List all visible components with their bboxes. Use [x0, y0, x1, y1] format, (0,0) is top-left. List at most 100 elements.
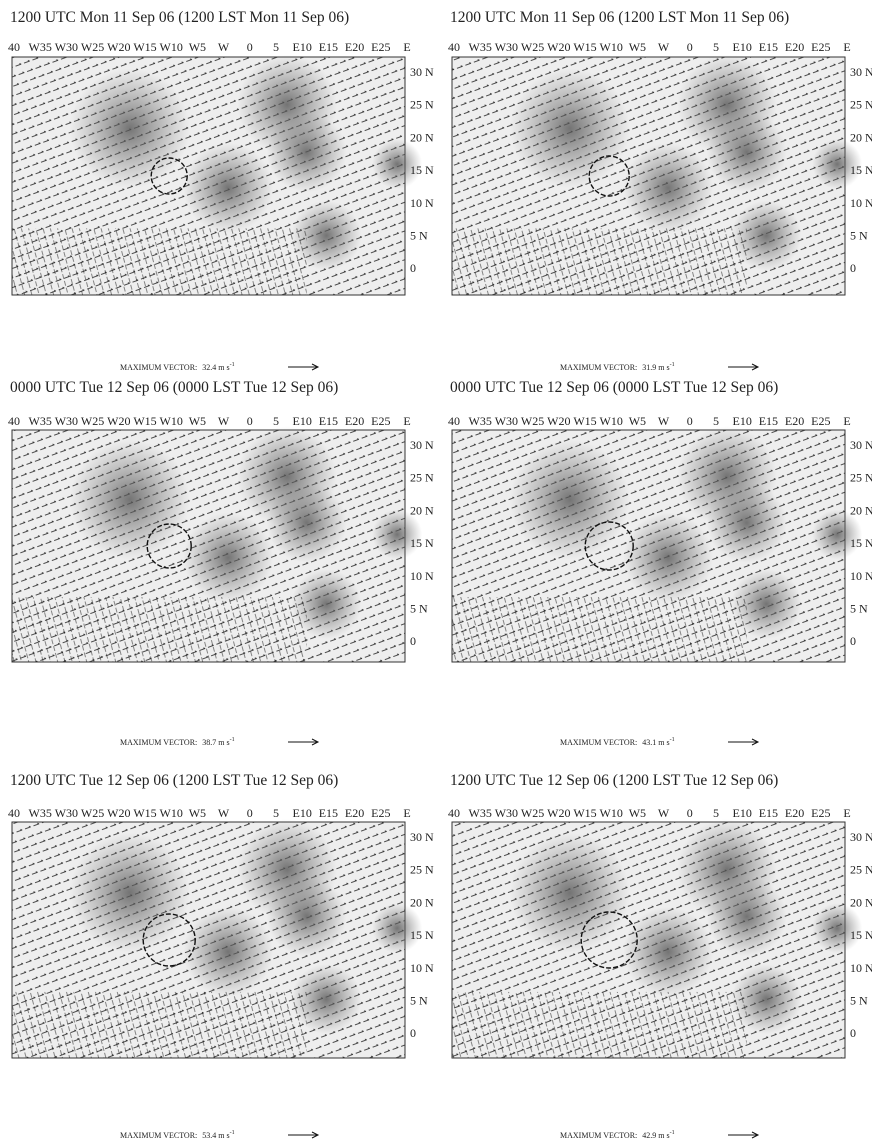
lon-label: E25	[811, 414, 830, 428]
lat-label: 10 N	[410, 196, 434, 210]
panel-title: 1200 UTC Mon 11 Sep 06 (1200 LST Mon 11 …	[450, 9, 789, 26]
max-vector: MAXIMUM VECTOR: 38.7 m s-1	[120, 737, 235, 747]
lon-label: W20	[107, 806, 130, 820]
shade	[731, 200, 802, 271]
arrow-head	[751, 738, 760, 746]
arrow-head	[751, 1131, 760, 1139]
arrow-head	[311, 1131, 320, 1139]
lon-label: W35	[469, 40, 492, 54]
lon-label: W	[658, 414, 670, 428]
shade	[731, 964, 802, 1034]
lat-label: 30 N	[410, 830, 434, 844]
lon-label: E15	[759, 414, 778, 428]
lon-label: W	[218, 414, 230, 428]
lat-label: 0	[850, 1026, 856, 1040]
vortex	[580, 911, 638, 969]
lon-label: W5	[629, 806, 646, 820]
shade	[69, 832, 190, 953]
lon-label: W	[658, 806, 670, 820]
lon-label: E10	[293, 40, 312, 54]
lon-label: 5	[713, 414, 719, 428]
lon-label: E20	[785, 414, 804, 428]
southern-flow	[452, 597, 747, 662]
lon-label: W30	[55, 40, 78, 54]
lat-label: 25 N	[850, 98, 872, 112]
lon-label: E20	[785, 40, 804, 54]
lon-label: W5	[189, 414, 206, 428]
shade	[266, 876, 347, 957]
max-vector-value: 42.9 m s	[642, 1131, 669, 1140]
panel-title: 1200 UTC Tue 12 Sep 06 (1200 LST Tue 12 …	[450, 772, 778, 789]
lon-label: 5	[713, 806, 719, 820]
lon-label: W15	[133, 806, 156, 820]
shade	[291, 569, 362, 639]
lon-label: 40	[448, 414, 460, 428]
lon-label: W30	[55, 414, 78, 428]
shade	[812, 903, 863, 954]
max-vector-label: MAXIMUM VECTOR:	[560, 1131, 637, 1140]
lat-label: 15 N	[850, 928, 872, 942]
panel-title: 1200 UTC Mon 11 Sep 06 (1200 LST Mon 11 …	[10, 9, 349, 26]
vortex	[142, 913, 196, 967]
lat-label: 30 N	[850, 438, 872, 452]
lon-label: W10	[600, 40, 623, 54]
lat-label: 5 N	[410, 602, 428, 616]
lon-label: 0	[247, 414, 253, 428]
shade	[372, 139, 423, 190]
lat-label: 30 N	[410, 438, 434, 452]
lat-label: 25 N	[410, 471, 434, 485]
lon-label: W	[218, 806, 230, 820]
arrow-head	[751, 363, 760, 371]
panel: 1200 UTC Mon 11 Sep 06 (1200 LST Mon 11 …	[8, 9, 434, 372]
lat-label: 30 N	[850, 830, 872, 844]
shade	[509, 832, 630, 953]
lat-label: 25 N	[850, 863, 872, 877]
max-vector-value: 43.1 m s	[642, 738, 669, 747]
max-vector: MAXIMUM VECTOR: 32.4 m s-1	[120, 362, 235, 372]
lon-label: 0	[687, 40, 693, 54]
shade	[623, 512, 714, 603]
shade	[731, 569, 802, 639]
lon-label: E15	[319, 806, 338, 820]
lon-label: W25	[81, 806, 104, 820]
lon-label: E	[403, 414, 410, 428]
lon-label: W15	[573, 40, 596, 54]
lon-label: W15	[133, 40, 156, 54]
lat-label: 20 N	[850, 503, 872, 517]
lat-label: 15 N	[410, 928, 434, 942]
lon-label: W25	[81, 414, 104, 428]
max-vector-exponent: -1	[670, 1130, 675, 1136]
lon-label: W10	[160, 40, 183, 54]
lon-label: W30	[495, 414, 518, 428]
lat-label: 10 N	[850, 196, 872, 210]
lon-label: W	[218, 40, 230, 54]
panel: 1200 UTC Tue 12 Sep 06 (1200 LST Tue 12 …	[8, 772, 434, 1140]
lat-label: 0	[850, 634, 856, 648]
lat-label: 10 N	[410, 961, 434, 975]
shade	[372, 903, 423, 954]
max-vector-label: MAXIMUM VECTOR:	[560, 738, 637, 747]
lat-label: 15 N	[410, 163, 434, 177]
lon-label: E20	[345, 806, 364, 820]
lat-label: 5 N	[410, 994, 428, 1008]
shade	[266, 482, 347, 563]
lat-label: 25 N	[410, 863, 434, 877]
lat-label: 15 N	[410, 536, 434, 550]
lon-label: E10	[293, 806, 312, 820]
shade	[266, 112, 347, 193]
lon-label: E10	[293, 414, 312, 428]
lon-label: 0	[687, 414, 693, 428]
southern-flow	[12, 228, 307, 295]
max-vector-value: 38.7 m s	[202, 738, 229, 747]
shade	[509, 439, 630, 560]
lon-label: W5	[629, 414, 646, 428]
shade	[509, 68, 630, 189]
max-vector-value: 31.9 m s	[642, 363, 669, 372]
lon-label: W20	[547, 40, 570, 54]
lon-label: W25	[521, 40, 544, 54]
max-vector-exponent: -1	[230, 737, 235, 743]
max-vector-label: MAXIMUM VECTOR:	[120, 738, 197, 747]
max-vector-value: 53.4 m s	[202, 1131, 229, 1140]
lat-label: 20 N	[850, 130, 872, 144]
